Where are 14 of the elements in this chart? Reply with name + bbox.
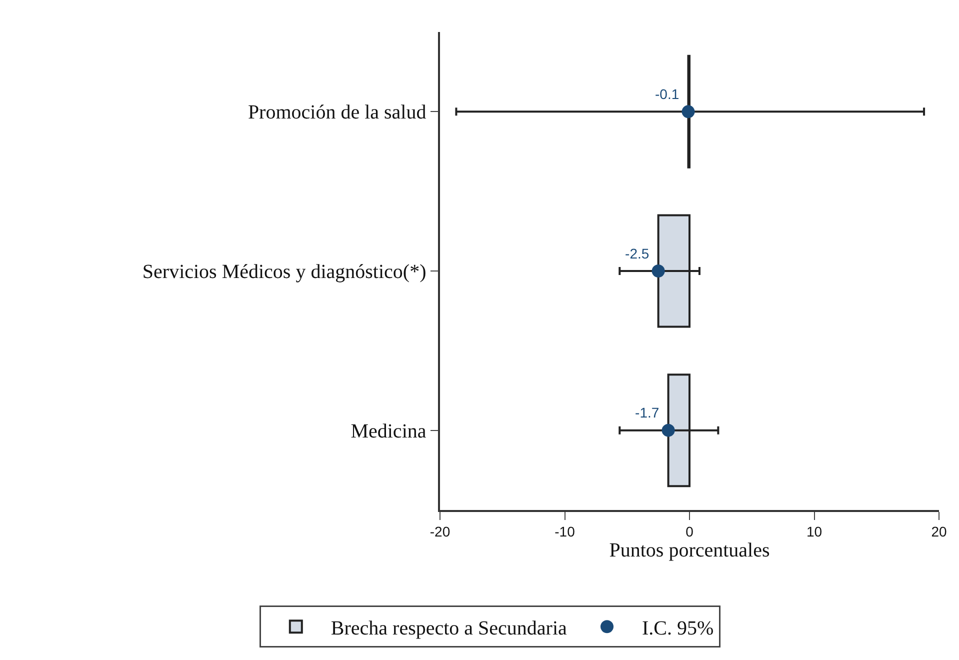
x-axis-title: Puntos porcentuales [609, 540, 770, 562]
data-label: -1.7 [635, 404, 660, 421]
y-tick-label: Servicios Médicos y diagnóstico(*) [142, 261, 426, 283]
x-tick-label: -10 [554, 524, 576, 540]
y-tick-label: Promoción de la salud [248, 102, 426, 124]
y-tick-label: Medicina [350, 420, 426, 442]
x-tick-label: -20 [430, 524, 450, 540]
x-tick-label: 20 [931, 524, 947, 540]
data-label: -2.5 [625, 245, 650, 262]
legend-label: Brecha respecto a Secundaria [330, 617, 568, 640]
legend-label: I.C. 95% [642, 617, 714, 640]
data-label: -0.1 [655, 86, 680, 102]
x-tick-label: 10 [806, 524, 822, 540]
x-tick-label: 0 [686, 524, 694, 540]
